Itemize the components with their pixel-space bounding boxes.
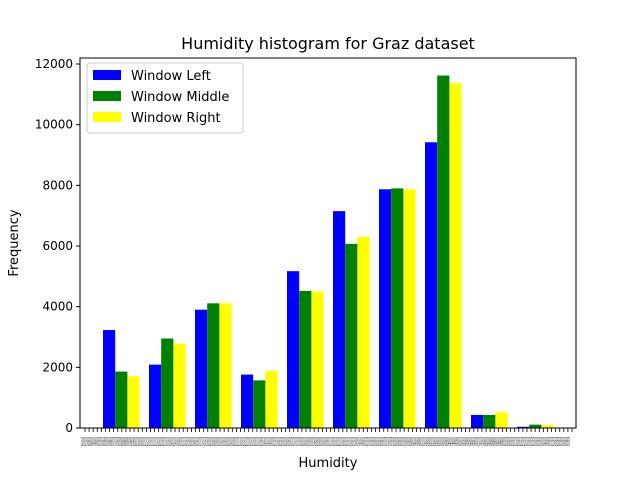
bar-window-right-5: [311, 291, 324, 428]
bar-window-middle-7: [391, 188, 404, 428]
bar-window-right-3: [219, 303, 232, 428]
bar-window-left-1: [103, 330, 116, 428]
bar-window-right-6: [357, 236, 370, 428]
bar-window-middle-4: [253, 380, 266, 428]
plot-frame: [79, 57, 577, 429]
y-tick-label: 10000: [35, 118, 73, 132]
bar-window-left-2: [149, 364, 162, 428]
bars-layer: [103, 75, 554, 429]
bar-window-left-8: [425, 142, 438, 428]
bar-window-left-10: [517, 426, 530, 428]
legend-swatch-left: [93, 70, 121, 80]
y-axis-ticks: 0 2000 4000 6000 8000 10000 12000: [35, 57, 80, 435]
bar-window-right-10: [541, 424, 554, 428]
y-axis-label: Frequency: [7, 209, 22, 276]
y-tick-label: 12000: [35, 57, 73, 71]
bar-window-middle-9: [483, 414, 496, 428]
y-tick-label: 6000: [42, 239, 73, 253]
bar-window-middle-5: [299, 290, 312, 428]
y-tick-label: 8000: [42, 178, 73, 192]
legend: Window Left Window Middle Window Right: [86, 62, 244, 134]
bar-window-right-7: [403, 189, 416, 428]
bar-window-right-9: [495, 412, 508, 428]
bar-window-right-4: [265, 370, 278, 428]
bar-window-middle-3: [207, 303, 220, 428]
bar-window-right-2: [173, 343, 186, 428]
bar-window-left-7: [379, 189, 392, 428]
legend-label-middle: Window Middle: [131, 90, 229, 105]
bar-window-middle-10: [529, 424, 542, 428]
x-axis-ticks: 26%28%30%32%34%36%38%40%42%44%46%48%50%5…: [81, 428, 573, 449]
y-tick-label: 2000: [42, 360, 73, 374]
legend-label-left: Window Left: [131, 69, 211, 84]
bar-window-right-8: [449, 83, 462, 429]
x-tick-labels: 26%28%30%32%34%36%38%40%42%44%46%48%50%5…: [81, 435, 570, 449]
y-tick-label: 4000: [42, 300, 73, 314]
x-axis-label: Humidity: [299, 456, 358, 471]
chart-title: Humidity histogram for Graz dataset: [181, 34, 475, 53]
bar-window-middle-1: [115, 371, 128, 428]
legend-box: [86, 62, 244, 134]
bar-window-middle-8: [437, 75, 450, 428]
legend-swatch-middle: [93, 91, 121, 101]
bar-window-left-5: [287, 271, 300, 428]
bar-window-left-6: [333, 211, 346, 428]
legend-swatch-right: [93, 112, 121, 122]
bar-window-middle-6: [345, 243, 358, 428]
y-tick-label: 0: [65, 421, 73, 435]
bar-window-right-1: [127, 376, 140, 428]
bar-window-left-3: [195, 309, 208, 428]
bar-window-left-9: [471, 414, 484, 428]
bar-window-middle-2: [161, 338, 174, 428]
legend-label-right: Window Right: [131, 111, 221, 126]
bar-window-left-4: [241, 374, 254, 428]
